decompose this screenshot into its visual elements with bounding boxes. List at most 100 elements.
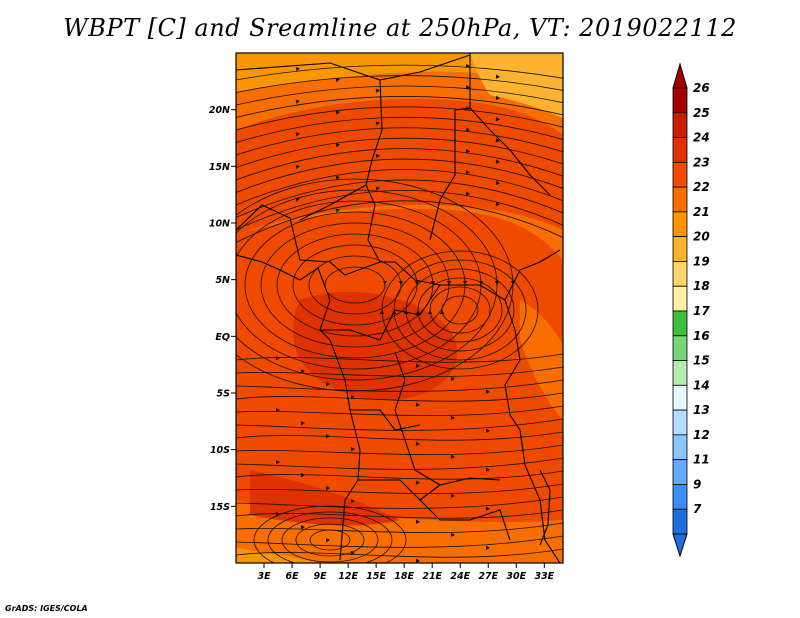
grads-credit: GrADS: IGES/COLA xyxy=(5,604,88,613)
streamline xyxy=(236,522,563,534)
streamline-arrow xyxy=(335,208,340,213)
streamline xyxy=(236,405,563,417)
streamline-arrow xyxy=(375,88,380,94)
x-tick-label: 6E xyxy=(286,571,300,582)
streamline xyxy=(236,169,563,206)
streamline xyxy=(236,116,563,143)
streamline xyxy=(236,470,563,480)
streamline xyxy=(236,548,563,558)
colorbar-label: 18 xyxy=(693,279,710,293)
streamline xyxy=(236,457,563,470)
x-tick-label: 15E xyxy=(366,571,386,582)
x-tick-label: 21E xyxy=(422,571,442,582)
streamline-arrow xyxy=(414,281,420,285)
streamline-arrow xyxy=(450,376,455,381)
x-tick-label: 30E xyxy=(506,571,526,582)
y-tick-label: 20N xyxy=(209,105,230,116)
streamline-arrow xyxy=(398,281,404,285)
streamline xyxy=(309,529,351,551)
streamline xyxy=(236,431,563,441)
streamline-arrow xyxy=(350,447,355,452)
streamline-arrow xyxy=(335,175,340,181)
streamline xyxy=(236,366,563,378)
streamline-arrow xyxy=(495,180,500,185)
colorbar-segment xyxy=(672,261,688,287)
colorbar-label: 24 xyxy=(693,131,710,145)
streamline-arrow xyxy=(465,84,470,90)
streamline-arrow xyxy=(465,148,470,154)
streamline-arrow xyxy=(275,460,280,465)
streamline-arrow xyxy=(325,382,330,387)
colorbar-label: 17 xyxy=(693,304,710,318)
streamline-arrow xyxy=(415,402,420,407)
colorbar-top-arrow xyxy=(672,62,688,89)
map-title: WBPT [C] and Sreamline at 250hPa, VT: 20… xyxy=(63,14,737,42)
streamline xyxy=(236,158,563,193)
colorbar-segment xyxy=(672,161,688,188)
streamline-arrow xyxy=(295,132,300,137)
streamline-arrow xyxy=(335,77,340,83)
streamline xyxy=(236,535,563,548)
border-zambia xyxy=(358,479,441,501)
colorbar-bottom-arrow xyxy=(672,533,688,558)
streamline-arrow xyxy=(375,153,380,159)
colorbar-label: 14 xyxy=(693,378,710,392)
streamline-arrow xyxy=(325,486,330,491)
streamline-arrow xyxy=(350,499,355,504)
streamline xyxy=(236,379,563,392)
streamline-arrow xyxy=(375,186,380,191)
streamline-arrow xyxy=(300,421,305,426)
streamline-arrow xyxy=(325,538,330,543)
colorbar-label: 22 xyxy=(693,180,710,194)
streamline-arrow xyxy=(495,201,500,207)
streamline-arrow xyxy=(300,473,305,478)
colorbar-segment xyxy=(672,409,688,436)
colorbar-label: 9 xyxy=(693,477,701,491)
streamline-arrow xyxy=(439,310,445,314)
colorbar-segment xyxy=(672,285,688,312)
colorbar-label: 26 xyxy=(693,81,710,95)
colorbar-segment xyxy=(672,310,688,337)
x-tick-label: 3E xyxy=(257,571,271,582)
streamline-arrow xyxy=(295,164,300,170)
colorbar-label: 11 xyxy=(693,453,710,467)
streamline-arrow xyxy=(446,281,452,285)
colorbar-segment xyxy=(672,112,688,138)
streamline-arrow xyxy=(300,369,305,374)
border-drc-south xyxy=(350,409,421,431)
streamline-arrow xyxy=(300,525,305,530)
streamline-arrow xyxy=(335,143,340,148)
colorbar-label: 15 xyxy=(693,354,710,368)
colorbar-segment xyxy=(672,484,688,510)
streamline-arrow xyxy=(485,389,490,394)
streamline-arrow xyxy=(275,408,280,413)
streamline-arrow xyxy=(495,74,500,79)
border-east-africa-coast xyxy=(504,329,561,563)
streamline-arrow xyxy=(450,415,455,420)
border-congo-basin xyxy=(320,284,516,341)
streamline xyxy=(236,353,563,363)
x-tick-label: 33E xyxy=(534,571,554,582)
colorbar-label: 16 xyxy=(693,329,710,343)
streamline-arrow xyxy=(485,506,490,511)
y-tick-label: 10S xyxy=(210,445,230,456)
streamline-arrow xyxy=(275,356,280,361)
streamline xyxy=(281,517,379,563)
streamline xyxy=(295,523,365,557)
y-tick-label: 15N xyxy=(209,162,230,173)
streamline-arrow xyxy=(335,110,340,115)
streamline-arrow xyxy=(415,519,420,524)
border-zimbabwe xyxy=(419,499,511,541)
colorbar-segment xyxy=(672,335,688,361)
border-central-africa xyxy=(299,259,381,276)
colorbar-segment xyxy=(672,137,688,163)
x-tick-label: 24E xyxy=(450,571,470,582)
streamline-arrow xyxy=(485,545,490,550)
streamline-arrow xyxy=(465,127,470,132)
streamline-arrow xyxy=(375,121,380,126)
streamline-arrow xyxy=(450,532,455,537)
field-region-22-east xyxy=(520,300,563,420)
streamline-arrow xyxy=(382,281,388,285)
streamline xyxy=(236,96,563,118)
streamline-arrow xyxy=(465,63,470,69)
